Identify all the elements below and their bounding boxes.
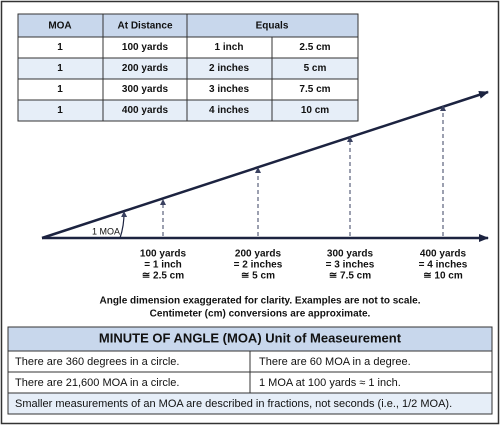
table-cell: 300 yards xyxy=(122,84,169,95)
info-title: MINUTE OF ANGLE (MOA) Unit of Measeureme… xyxy=(99,330,402,345)
note: Centimeter (cm) conversions are approxim… xyxy=(150,309,371,320)
angle-drawing: 1 MOA 100 yards= 1 inch≅ 2.5 cm 200 yards… xyxy=(41,90,489,320)
table-body: 1 100 yards 1 inch 2.5 cm 1 200 yards 2 inches… xyxy=(57,42,330,116)
angle-label: 1 MOA xyxy=(92,226,120,236)
angle-arc xyxy=(119,211,128,239)
marker-cm: ≅ 2.5 cm xyxy=(142,271,184,282)
table-cell: 1 xyxy=(57,84,63,95)
table-cell: 3 inches xyxy=(209,84,249,95)
table-cell: 200 yards xyxy=(122,63,169,74)
table-cell: 10 cm xyxy=(301,105,329,116)
marker-distance: 100 yards xyxy=(140,249,187,260)
info-table: MINUTE OF ANGLE (MOA) Unit of Measeureme… xyxy=(7,326,493,415)
moa-table: MOA At Distance Equals 1 100 yards 1 inch 2… xyxy=(17,13,359,122)
marker-labels: 100 yards= 1 inch≅ 2.5 cm 200 yards= 2 in… xyxy=(140,249,468,282)
table-cell: 2.5 cm xyxy=(299,42,330,53)
table-cell: 1 inch xyxy=(215,42,244,53)
marker-distance: 300 yards xyxy=(327,249,374,260)
marker-distance: 200 yards xyxy=(235,249,282,260)
table-cell: 400 yards xyxy=(122,105,169,116)
header-cell: At Distance xyxy=(117,21,172,32)
table-cell: 4 inches xyxy=(209,105,249,116)
title-row xyxy=(7,326,493,352)
header-cell: Equals xyxy=(256,21,289,32)
header-cell: MOA xyxy=(48,21,71,32)
note: Angle dimension exaggerated for clarity.… xyxy=(99,296,420,307)
marker-distance: 400 yards xyxy=(420,249,467,260)
table-cell: 2 inches xyxy=(209,63,249,74)
marker-inches: = 4 inches xyxy=(419,260,468,271)
marker-inches: = 1 inch xyxy=(144,260,182,271)
angle-arrow xyxy=(41,90,489,240)
info-cell: There are 60 MOA in a degree. xyxy=(259,356,411,368)
info-cell: 1 MOA at 100 yards ≈ 1 inch. xyxy=(259,377,401,389)
table-cell: 1 xyxy=(57,63,63,74)
marker-cm: ≅ 10 cm xyxy=(423,271,463,282)
table-cell: 7.5 cm xyxy=(299,84,330,95)
table-cell: 1 xyxy=(57,105,63,116)
marker-inches: = 2 inches xyxy=(234,260,283,271)
info-cell: Smaller measurements of an MOA are descr… xyxy=(15,398,452,410)
marker-cm: ≅ 7.5 cm xyxy=(329,271,371,282)
table-cell: 5 cm xyxy=(304,63,327,74)
info-cell: There are 21,600 MOA in a circle. xyxy=(15,377,179,389)
info-cell: There are 360 degrees in a circle. xyxy=(15,356,179,368)
marker-cm: ≅ 5 cm xyxy=(241,271,275,282)
marker-inches: = 3 inches xyxy=(326,260,375,271)
table-cell: 100 yards xyxy=(122,42,169,53)
table-cell: 1 xyxy=(57,42,63,53)
